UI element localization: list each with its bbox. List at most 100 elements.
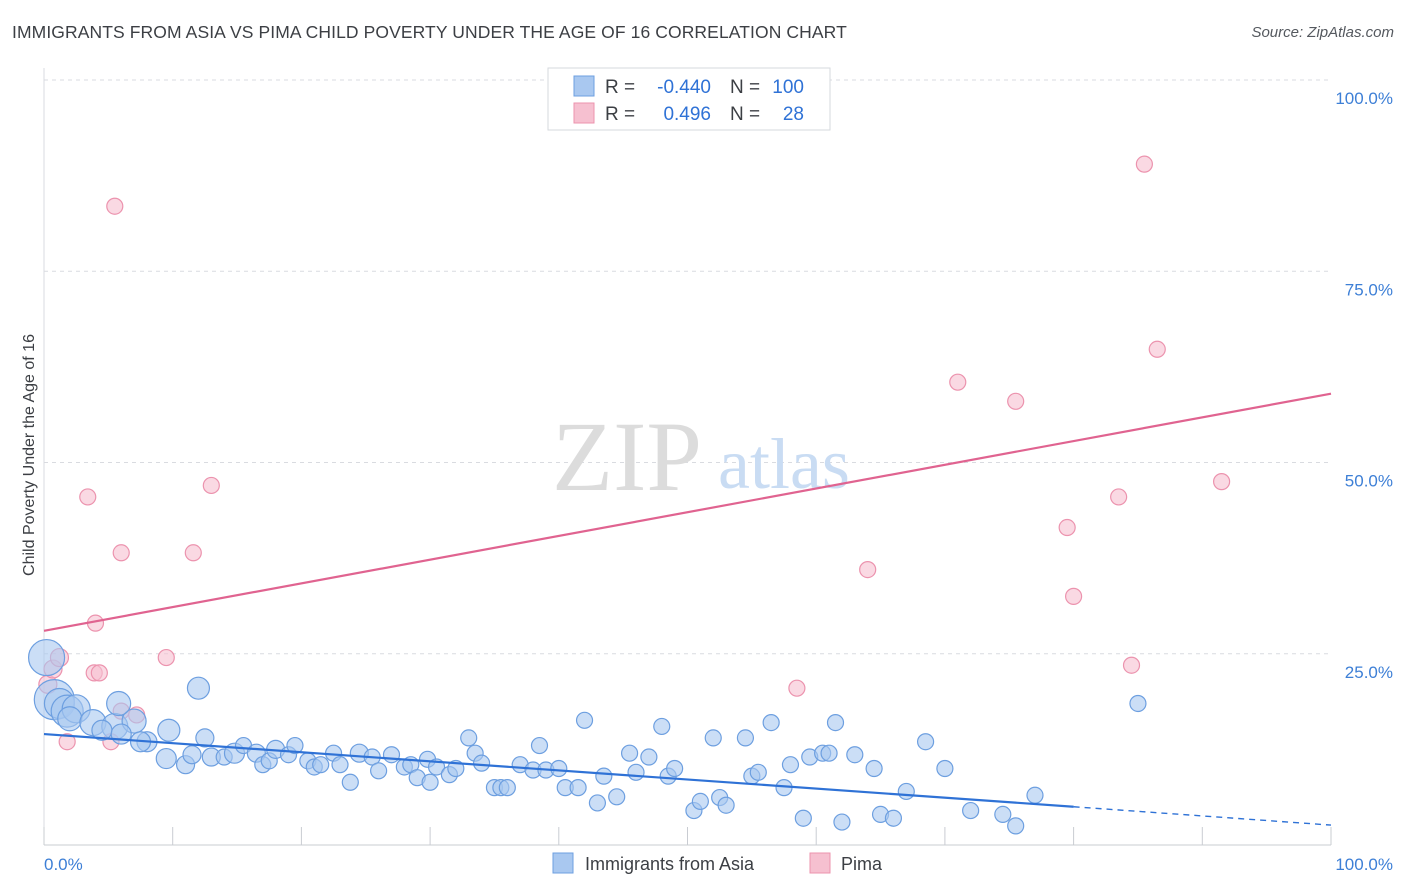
asia-point-33 — [331, 756, 349, 774]
asia-point-86 — [833, 813, 851, 831]
asia-point-17 — [182, 745, 202, 765]
asia-point-49 — [472, 754, 491, 772]
asia-point-99 — [186, 676, 211, 700]
asia-point-34 — [341, 773, 359, 791]
asia-point-77 — [749, 763, 767, 781]
asia-point-66 — [640, 748, 658, 766]
pima-point-21 — [1058, 518, 1076, 537]
asia-point-67 — [653, 717, 671, 736]
asia-point-69 — [666, 759, 684, 778]
watermark-atlas: atlas — [718, 424, 850, 504]
y-tick-label-100: 100.0% — [1335, 89, 1393, 108]
asia-point-88 — [865, 759, 883, 778]
asia-point-61 — [588, 794, 607, 812]
asia-point-31 — [312, 756, 330, 774]
asia-point-11 — [157, 718, 181, 742]
legend-swatch-asia — [573, 75, 595, 97]
legend-swatch-pima — [573, 102, 595, 124]
asia-trend-line-extension — [1073, 806, 1332, 826]
series-legend-label-pima: Pima — [841, 854, 883, 874]
asia-point-95 — [994, 805, 1012, 824]
pima-point-13 — [157, 648, 175, 667]
legend-r-value-asia: -0.440 — [657, 77, 711, 98]
pima-point-7 — [90, 664, 108, 682]
asia-point-0 — [27, 638, 66, 677]
pima-point-22 — [1064, 587, 1083, 605]
asia-point-38 — [382, 746, 401, 764]
asia-point-55 — [530, 736, 549, 755]
pima-point-9 — [106, 197, 124, 215]
watermark-zip: ZIP — [552, 401, 702, 512]
pima-point-18 — [859, 560, 877, 579]
asia-point-85 — [826, 713, 845, 732]
asia-point-84 — [820, 744, 838, 762]
pima-point-24 — [1122, 656, 1141, 674]
pima-point-26 — [1148, 340, 1166, 358]
chart-title: IMMIGRANTS FROM ASIA VS PIMA CHILD POVER… — [12, 22, 847, 42]
asia-point-57 — [550, 759, 568, 778]
legend-box — [547, 67, 831, 131]
pima-point-14 — [184, 544, 202, 562]
x-tick-label-max: 100.0% — [1335, 855, 1393, 874]
pima-point-17 — [788, 679, 806, 697]
asia-point-97 — [1026, 786, 1044, 804]
pima-trend-line — [43, 392, 1332, 632]
asia-point-52 — [498, 779, 516, 797]
pima-point-3 — [58, 733, 76, 751]
asia-point-64 — [620, 744, 639, 762]
series-legend: Immigrants from Asia Pima — [552, 852, 883, 874]
legend-n-value-asia: 100 — [772, 77, 804, 98]
asia-point-80 — [781, 756, 800, 774]
asia-point-94 — [962, 801, 980, 820]
pima-point-23 — [1110, 488, 1128, 506]
y-tick-labels: 25.0% 50.0% 75.0% 100.0% — [1335, 89, 1393, 682]
asia-point-62 — [595, 767, 613, 785]
trend-lines — [43, 392, 1332, 826]
legend-r-value-pima: 0.496 — [663, 104, 711, 125]
pima-point-25 — [1135, 155, 1153, 173]
y-axis-title: Child Poverty Under the Age of 16 — [21, 334, 38, 576]
asia-trend-line — [43, 732, 1074, 808]
asia-point-78 — [762, 713, 780, 732]
asia-point-92 — [916, 733, 935, 751]
legend-n-label-asia: N = — [730, 77, 760, 98]
asia-point-87 — [846, 746, 864, 764]
asia-point-63 — [608, 788, 626, 806]
asia-point-98 — [1129, 694, 1147, 713]
x-tick-labels: 0.0% 100.0% — [44, 855, 1393, 874]
asia-point-28 — [286, 736, 304, 755]
legend-r-label-asia: R = — [605, 77, 635, 98]
pima-point-19 — [949, 373, 967, 391]
series-legend-swatch-pima — [809, 852, 831, 874]
asia-point-59 — [569, 779, 587, 797]
y-tick-label-25: 25.0% — [1345, 663, 1393, 682]
asia-point-47 — [460, 729, 478, 747]
series-legend-swatch-asia — [552, 852, 574, 874]
asia-point-71 — [691, 792, 709, 810]
source-label: Source: ZipAtlas.com — [1251, 24, 1394, 41]
asia-point-65 — [627, 763, 645, 781]
x-tick-label-min: 0.0% — [44, 855, 83, 874]
asia-point-91 — [897, 782, 915, 801]
asia-point-5 — [57, 706, 83, 732]
asia-point-18 — [195, 728, 215, 748]
asia-point-72 — [704, 729, 722, 747]
asia-point-90 — [884, 809, 903, 827]
correlation-legend: R = -0.440 N = 100 R = 0.496 N = 28 — [547, 67, 831, 131]
y-tick-label-50: 50.0% — [1345, 472, 1393, 491]
asia-point-12 — [106, 690, 132, 717]
watermark: ZIP atlas — [552, 401, 850, 512]
asia-point-15 — [155, 747, 177, 770]
pima-point-27 — [1213, 473, 1231, 491]
legend-r-label-pima: R = — [605, 104, 635, 125]
asia-point-74 — [717, 796, 735, 814]
asia-point-37 — [370, 762, 388, 780]
series-legend-label-asia: Immigrants from Asia — [585, 854, 755, 874]
asia-point-81 — [794, 809, 812, 827]
asia-point-75 — [736, 729, 755, 747]
asia-point-93 — [936, 759, 954, 778]
legend-n-label-pima: N = — [730, 104, 760, 125]
asia-point-43 — [421, 773, 439, 791]
asia-point-96 — [1007, 817, 1025, 835]
